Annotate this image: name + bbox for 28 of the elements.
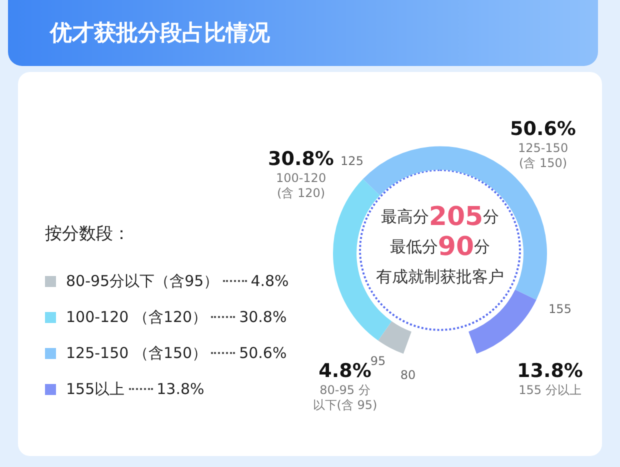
text: 有成就制获批客户 bbox=[376, 267, 504, 286]
text: 50.6% bbox=[239, 344, 287, 362]
data-label: 50.6% bbox=[510, 118, 576, 140]
text: 155 bbox=[548, 302, 572, 316]
text: 最低分90分 bbox=[390, 232, 490, 262]
text: 30.8% bbox=[268, 148, 334, 170]
text: 80-95 分 bbox=[320, 383, 370, 398]
data-label: 30.8% bbox=[239, 308, 287, 326]
text: 以下(含 95) bbox=[312, 398, 378, 412]
legend-label: 125-150 （含150） bbox=[66, 344, 208, 362]
legend-label: 80-95分以下（含95） bbox=[66, 272, 219, 290]
text: 13.8% bbox=[156, 380, 204, 398]
legend-label: 155以上 bbox=[66, 380, 125, 398]
text: 最高分205分 bbox=[380, 202, 500, 232]
data-label: 4.8% bbox=[318, 360, 372, 382]
legend-label: 100-120 （含120） bbox=[66, 308, 208, 326]
text: 125 bbox=[340, 154, 364, 168]
legend-title: 按分数段： bbox=[45, 223, 131, 245]
chart-title: 优才获批分段占比情况 bbox=[50, 20, 270, 48]
text: (含 150) bbox=[518, 156, 568, 170]
text: 155 分以上 bbox=[518, 383, 582, 398]
data-label: 13.8% bbox=[517, 360, 583, 382]
text: 125-150 bbox=[518, 141, 568, 156]
text: (含 120) bbox=[276, 186, 326, 200]
text: 100-120 bbox=[276, 171, 326, 186]
text: 4.8% bbox=[250, 272, 289, 290]
text: 95 bbox=[370, 354, 386, 368]
text: 80 bbox=[400, 368, 416, 382]
